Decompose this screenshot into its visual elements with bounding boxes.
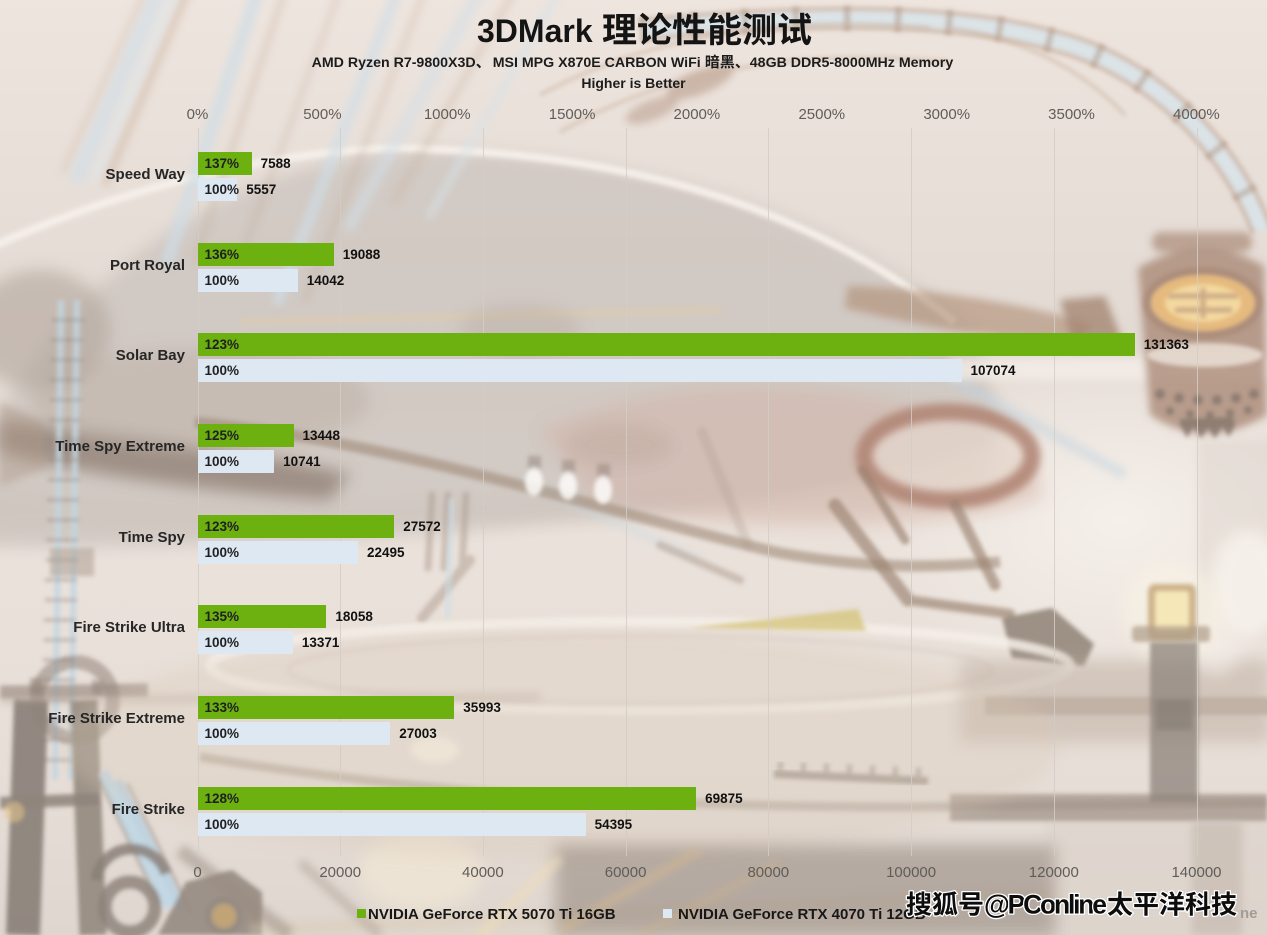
svg-text:48GB DDR5-8000MHz Memory: 48GB DDR5-8000MHz Memory <box>750 55 954 71</box>
svg-text:MSI MPG X870E CARBON WiFi: MSI MPG X870E CARBON WiFi <box>493 55 701 71</box>
svg-text:@PConline: @PConline <box>984 890 1107 920</box>
svg-text:3DMark: 3DMark <box>477 13 593 49</box>
svg-text:AMD Ryzen R7-9800X3D: AMD Ryzen R7-9800X3D <box>312 55 476 71</box>
